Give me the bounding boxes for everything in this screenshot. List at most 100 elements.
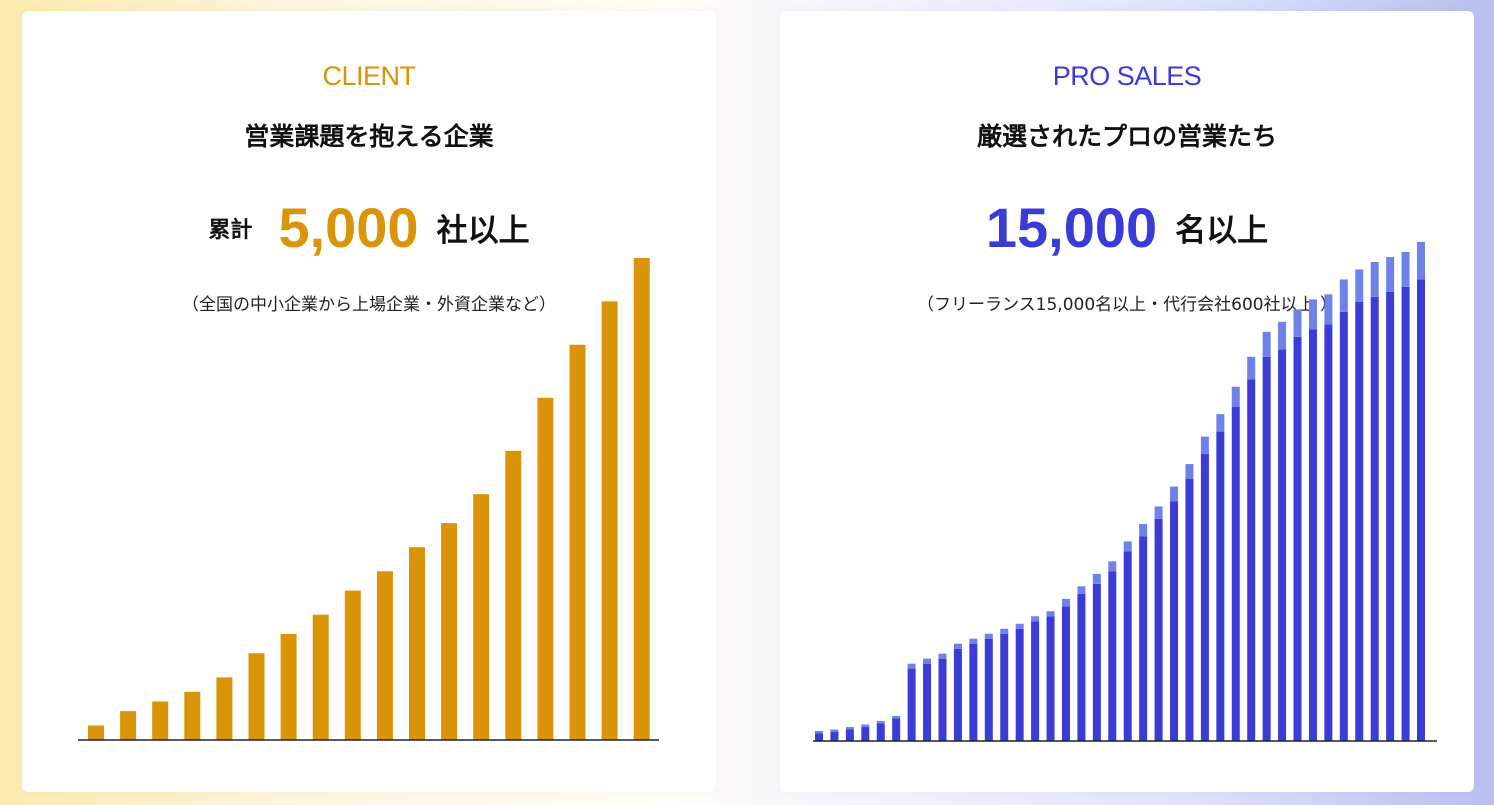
pro-bar-light-segment: [1231, 386, 1240, 407]
client-bar: [376, 571, 393, 740]
pro-bar-dark-segment: [1370, 296, 1379, 741]
pro-bar-dark-segment: [1308, 329, 1317, 741]
pro-sales-card: PRO SALES 厳選されたプロの営業たち 15,000 名以上 （フリーランス…: [780, 11, 1474, 792]
pro-bar-light-segment: [1216, 414, 1225, 432]
pro-bar-light-segment: [1077, 586, 1086, 594]
pro-bar-light-segment: [1108, 561, 1117, 572]
pro-bar-light-segment: [1247, 356, 1256, 380]
pro-bar-dark-segment: [1355, 301, 1364, 741]
client-headline-number: 5,000: [278, 196, 419, 259]
pro-bar-light-segment: [1339, 279, 1348, 312]
pro-bar-dark-segment: [1401, 286, 1410, 741]
pro-bar-dark-segment: [1262, 356, 1271, 741]
pro-bar-light-segment: [1185, 464, 1194, 480]
client-bar: [569, 344, 586, 740]
pro-bar-dark-segment: [1386, 291, 1395, 741]
pro-bar-light-segment: [1308, 299, 1317, 330]
pro-bar-light-segment: [1031, 616, 1040, 622]
pro-bar-dark-segment: [1108, 571, 1117, 741]
pro-bar-light-segment: [938, 653, 947, 659]
pro-bar-dark-segment: [1170, 501, 1179, 741]
pro-bar-dark-segment: [1293, 336, 1302, 741]
pro-bar-dark-segment: [907, 668, 916, 741]
pro-bar-light-segment: [1123, 541, 1132, 552]
pro-bar-dark-segment: [1000, 633, 1009, 741]
pro-bar-light-segment: [1386, 256, 1395, 292]
client-eyebrow: CLIENT: [322, 61, 416, 91]
pro-bar-dark-segment: [815, 733, 823, 741]
pro-bar-light-segment: [1092, 573, 1101, 584]
client-bar: [120, 711, 137, 740]
client-note: （全国の中小企業から上場企業・外資企業など）: [182, 295, 556, 315]
client-bar: [537, 397, 554, 740]
pro-bar-light-segment: [861, 724, 870, 728]
pro-bar-light-segment: [1401, 251, 1410, 287]
pro-bar-light-segment: [815, 731, 823, 734]
pro-bar-dark-segment: [1200, 454, 1209, 741]
pro-bar-dark-segment: [969, 643, 978, 741]
pro-bar-light-segment: [1262, 331, 1271, 357]
pro-bar-dark-segment: [1046, 616, 1055, 741]
pro-bar-dark-segment: [1154, 518, 1163, 741]
pro-bar-light-segment: [892, 716, 901, 719]
pro-bar-dark-segment: [1031, 621, 1040, 741]
pro-bar-light-segment: [830, 729, 839, 733]
client-bar-chart: [78, 258, 659, 741]
pro-bar-dark-segment: [1139, 536, 1148, 741]
pro-bar-dark-segment: [953, 648, 962, 741]
pro-bar-dark-segment: [1123, 551, 1132, 741]
client-bar: [216, 677, 233, 740]
pro-bar-dark-segment: [1092, 583, 1101, 741]
client-bar: [312, 614, 329, 740]
client-bar: [152, 701, 169, 740]
pro-headline-number: 15,000: [985, 196, 1158, 259]
pro-bar-light-segment: [1000, 628, 1009, 634]
pro-eyebrow: PRO SALES: [1052, 61, 1202, 91]
pro-bar-light-segment: [1324, 294, 1333, 325]
pro-bar-dark-segment: [984, 638, 993, 741]
client-title: 営業課題を抱える企業: [244, 122, 494, 151]
pro-bar-dark-segment: [1077, 593, 1086, 741]
pro-bar-light-segment: [1200, 436, 1209, 455]
pro-bar-light-segment: [907, 663, 916, 669]
client-card: CLIENT 営業課題を抱える企業 累計 5,000 社以上 （全国の中小企業から上…: [22, 11, 716, 792]
pro-bar-dark-segment: [845, 729, 854, 741]
pro-bar-dark-segment: [1278, 349, 1287, 741]
pro-bar-light-segment: [1154, 506, 1163, 519]
client-bar: [184, 691, 201, 740]
client-headline-suffix: 社以上: [436, 213, 530, 249]
pro-bar-light-segment: [1015, 623, 1024, 629]
pro-note: （フリーランス15,000名以上・代行会社600社以上 ）: [917, 295, 1337, 315]
client-bar: [280, 633, 297, 740]
pro-bar-light-segment: [923, 658, 932, 664]
pro-headline: 15,000 名以上: [780, 195, 1474, 260]
pro-bar-light-segment: [845, 727, 854, 730]
client-bar: [601, 301, 618, 740]
pro-title: 厳選されたプロの営業たち: [976, 122, 1277, 151]
pro-bar-light-segment: [1170, 486, 1179, 502]
client-headline-prefix: 累計: [208, 217, 253, 243]
pro-bar-dark-segment: [1216, 431, 1225, 741]
pro-bar-light-segment: [1046, 611, 1055, 617]
pro-bar-light-segment: [1061, 598, 1070, 607]
pro-bar-dark-segment: [830, 732, 839, 741]
pro-bar-light-segment: [1355, 269, 1364, 302]
pro-bar-dark-segment: [1339, 311, 1348, 741]
pro-bar-light-segment: [876, 721, 885, 724]
pro-bar-dark-segment: [892, 718, 901, 741]
pro-bar-light-segment: [984, 633, 993, 639]
pro-bar-dark-segment: [938, 658, 947, 741]
client-bar: [633, 258, 650, 740]
pro-bar-dark-segment: [1324, 324, 1333, 741]
pro-bar-light-segment: [1370, 261, 1379, 297]
pro-bar-light-segment: [1278, 321, 1287, 350]
pro-bar-dark-segment: [1417, 279, 1425, 741]
client-bar: [473, 494, 490, 740]
pro-headline-suffix: 名以上: [1175, 213, 1269, 249]
pro-bar-dark-segment: [861, 727, 870, 741]
pro-bar-dark-segment: [1015, 628, 1024, 741]
pro-bar-light-segment: [1293, 309, 1302, 337]
pro-bar-dark-segment: [876, 723, 885, 741]
client-bar: [88, 725, 104, 740]
pro-bar-dark-segment: [1247, 379, 1256, 741]
